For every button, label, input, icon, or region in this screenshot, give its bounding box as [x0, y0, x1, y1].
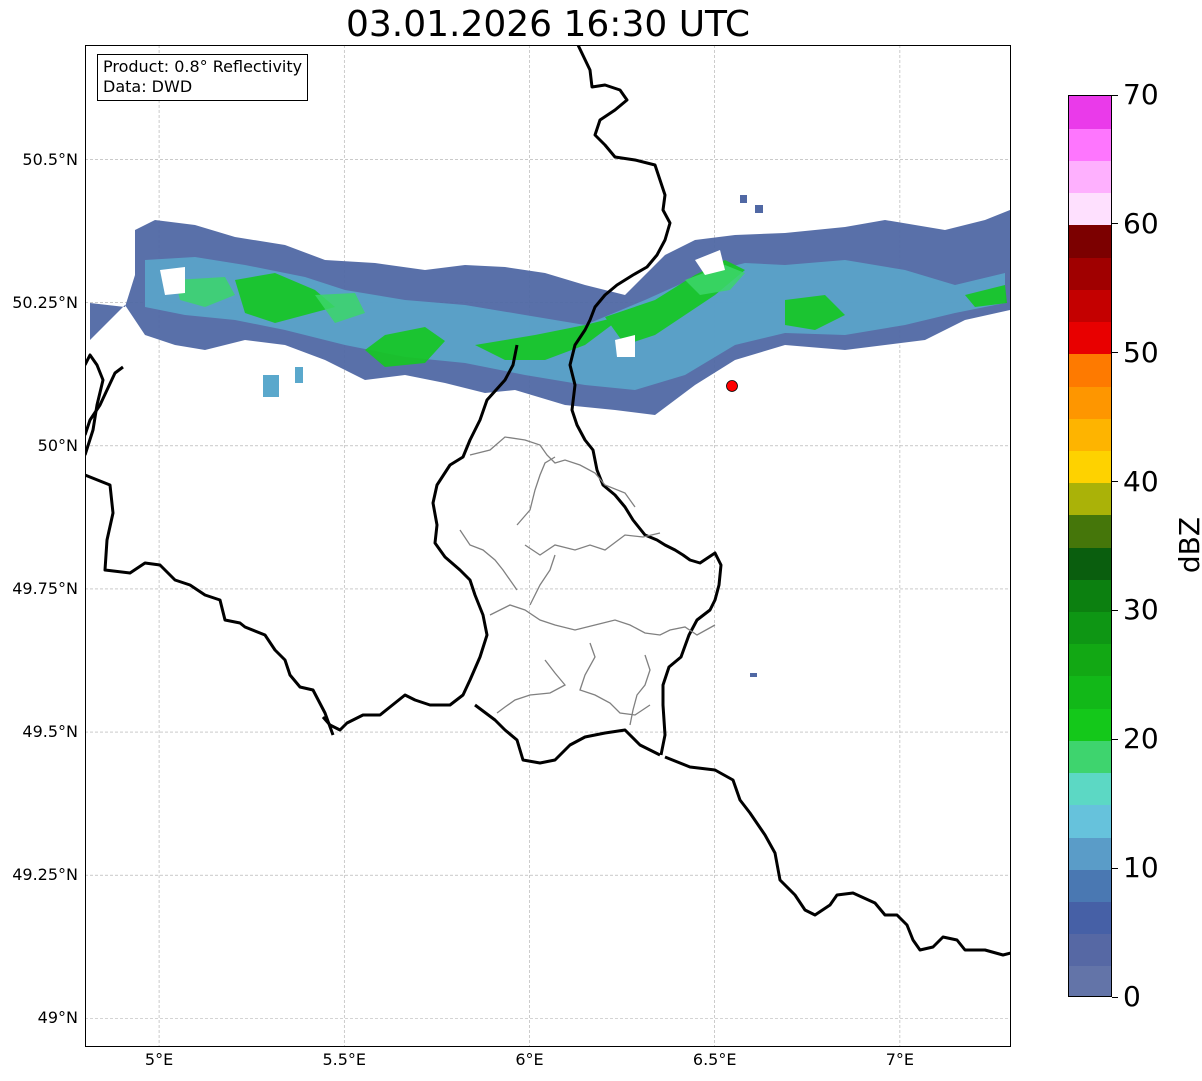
lat-tick-label: 50.5°N [22, 149, 78, 169]
lat-tick-label: 49°N [37, 1008, 78, 1028]
colorbar-segment [1069, 482, 1111, 516]
colorbar-segment [1069, 192, 1111, 226]
colorbar-segment [1069, 160, 1111, 194]
colorbar-tick [1112, 996, 1118, 998]
colorbar-tick-label: 50 [1123, 335, 1159, 369]
colorbar-segment [1069, 675, 1111, 709]
lon-tick-label: 7°E [885, 1050, 915, 1069]
colorbar-tick-label: 20 [1123, 722, 1159, 756]
lat-tick-label: 49.5°N [22, 722, 78, 742]
colorbar-segment [1069, 965, 1111, 996]
colorbar-segment [1069, 740, 1111, 774]
lon-tick-label: 5°E [144, 1050, 174, 1069]
colorbar-segment [1069, 611, 1111, 645]
precip-band-green [235, 260, 1007, 367]
country-borders [85, 45, 1011, 957]
lon-tick-label: 6°E [515, 1050, 544, 1069]
lon-tick-label: 6.5°E [692, 1050, 737, 1069]
colorbar-segment [1069, 96, 1111, 129]
colorbar-segment [1069, 869, 1111, 902]
lon-tick-label: 5.5°E [322, 1050, 367, 1069]
gridlines [85, 45, 1011, 1047]
colorbar-tick-label: 60 [1123, 206, 1159, 240]
colorbar-tick [1112, 867, 1118, 869]
colorbar-segment [1069, 804, 1111, 838]
colorbar-tick [1112, 481, 1118, 483]
border-luxembourg-belgium [321, 344, 519, 732]
border-belgium-germany [568, 45, 723, 756]
colorbar-segment [1069, 933, 1111, 967]
colorbar-tick [1112, 738, 1118, 740]
colorbar-tick-label: 0 [1123, 980, 1141, 1013]
product-label: Product: 0.8° Reflectivity [103, 57, 303, 76]
colorbar-segment [1069, 450, 1111, 484]
colorbar-tick-label: 40 [1123, 464, 1159, 498]
border-belgium-france [85, 353, 335, 736]
colorbar-segment [1069, 128, 1111, 162]
colorbar-segment [1069, 708, 1111, 741]
border-belgium-north [85, 365, 124, 436]
colorbar-tick-label: 30 [1123, 593, 1159, 627]
precip-band-outer [90, 210, 1010, 415]
data-source-label: Data: DWD [103, 77, 193, 96]
colorbar-segment [1069, 289, 1111, 323]
colorbar-segment [1069, 385, 1111, 419]
border-france-germany [664, 755, 1011, 957]
colorbar [1068, 95, 1112, 997]
colorbar-segment [1069, 418, 1111, 451]
colorbar-segment [1069, 901, 1111, 935]
map-title: 03.01.2026 16:30 UTC [345, 4, 751, 45]
colorbar-segment [1069, 353, 1111, 387]
colorbar-tick [1112, 94, 1118, 96]
colorbar-segment [1069, 321, 1111, 355]
info-box: Product: 0.8° Reflectivity Data: DWD [97, 54, 309, 101]
colorbar-segment [1069, 514, 1111, 548]
colorbar-title: dBZ [1173, 516, 1202, 574]
border-luxembourg-france [474, 703, 661, 765]
radar-map[interactable] [85, 45, 1011, 1047]
colorbar-segment [1069, 224, 1111, 258]
colorbar-tick [1112, 223, 1118, 225]
precipitation-echoes [90, 195, 1010, 677]
colorbar-tick-label: 70 [1123, 78, 1159, 111]
colorbar-segment [1069, 257, 1111, 290]
colorbar-segment [1069, 772, 1111, 806]
lat-tick-label: 50°N [37, 435, 78, 455]
lat-tick-label: 49.25°N [12, 865, 78, 885]
location-marker [726, 380, 738, 392]
colorbar-segment [1069, 547, 1111, 580]
precip-band-light-blue [145, 257, 1005, 390]
colorbar-segment [1069, 579, 1111, 613]
colorbar-tick [1112, 352, 1118, 354]
luxembourg-cantons [459, 436, 716, 726]
precip-isolated-cell [263, 367, 303, 397]
colorbar-segment [1069, 836, 1111, 870]
colorbar-segment [1069, 643, 1111, 677]
colorbar-tick-label: 10 [1123, 851, 1159, 885]
lat-tick-label: 50.25°N [12, 292, 78, 312]
colorbar-tick [1112, 609, 1118, 611]
map-canvas [85, 45, 1011, 1047]
lat-tick-label: 49.75°N [12, 578, 78, 598]
